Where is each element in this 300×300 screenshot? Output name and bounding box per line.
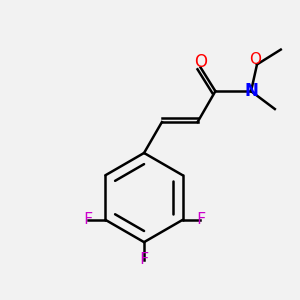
Text: F: F	[196, 212, 205, 227]
Text: O: O	[250, 52, 262, 67]
Text: F: F	[83, 212, 92, 227]
Text: N: N	[244, 82, 258, 100]
Text: O: O	[194, 53, 207, 71]
Text: F: F	[140, 253, 148, 268]
